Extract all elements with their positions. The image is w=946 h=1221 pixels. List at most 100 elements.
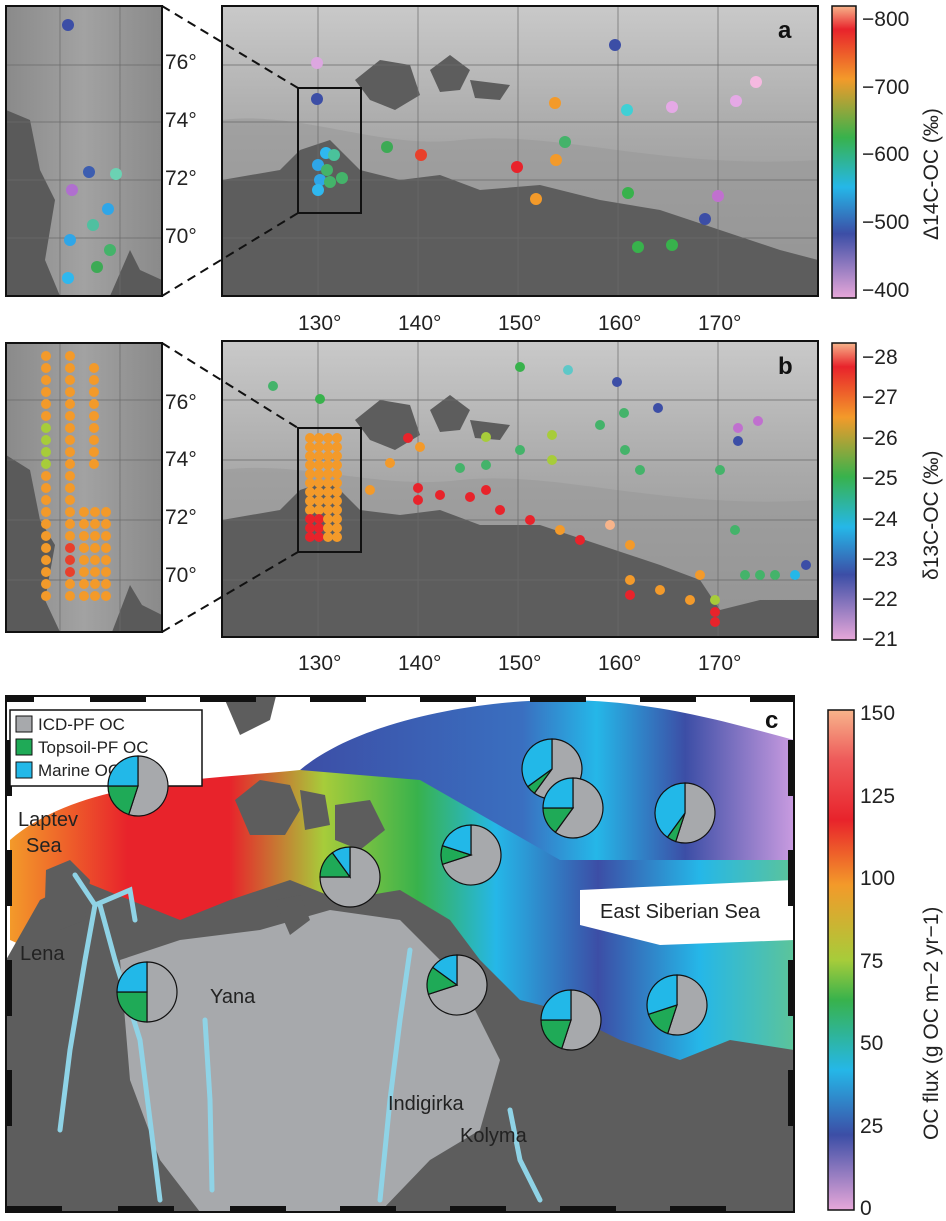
sample-dot: [41, 519, 51, 529]
panel-c-colorbar-tick: 50: [860, 1032, 883, 1055]
sample-dot: [41, 567, 51, 577]
pie-slice-marine: [107, 755, 139, 787]
sample-dot: [41, 411, 51, 421]
sample-dot: [730, 95, 742, 107]
sample-dot: [91, 261, 103, 273]
sample-dot: [515, 362, 525, 372]
sample-dot: [495, 505, 505, 515]
sample-dot: [65, 387, 75, 397]
sample-dot: [41, 459, 51, 469]
sample-dot: [323, 460, 333, 470]
sample-dot: [621, 104, 633, 116]
sample-dot: [41, 363, 51, 373]
sample-dot: [465, 492, 475, 502]
sample-dot: [328, 149, 340, 161]
sample-dot: [770, 570, 780, 580]
sample-dot: [314, 460, 324, 470]
sample-dot: [666, 239, 678, 251]
sample-dot: [65, 543, 75, 553]
sample-dot: [65, 375, 75, 385]
sample-dot: [336, 172, 348, 184]
pie-slice-marine: [521, 738, 553, 788]
sample-dot: [101, 531, 111, 541]
panel-b-lat-tick: 72°: [165, 506, 197, 529]
sample-dot: [324, 176, 336, 188]
panel-c-colorbar-tick: 100: [860, 867, 895, 890]
sample-dot: [314, 532, 324, 542]
sample-dot: [750, 76, 762, 88]
sample-dot: [101, 543, 111, 553]
sample-dot: [90, 543, 100, 553]
sample-dot: [79, 579, 89, 589]
pie-slice-marine: [331, 846, 351, 879]
sample-dot: [65, 363, 75, 373]
legend-swatch-marine: [15, 761, 33, 779]
sample-dot: [305, 478, 315, 488]
sample-dot: [620, 445, 630, 455]
sample-dot: [79, 507, 89, 517]
panel-b-colorbar: [831, 342, 857, 641]
sample-dot: [323, 532, 333, 542]
sample-dot: [323, 496, 333, 506]
sample-dot: [41, 471, 51, 481]
pie-slice-icd: [146, 961, 178, 1023]
sample-dot: [305, 451, 315, 461]
panel-b-colorbar-tick: −26: [862, 427, 898, 450]
sample-dot: [41, 507, 51, 517]
sample-dot: [65, 459, 75, 469]
sample-dot: [65, 423, 75, 433]
sample-dot: [79, 543, 89, 553]
sample-dot: [385, 458, 395, 468]
pie-slice-marine: [431, 954, 458, 987]
panel-a-lat-tick: 76°: [165, 51, 197, 74]
sample-dot: [595, 420, 605, 430]
sample-dot: [733, 423, 743, 433]
panel-c-frame-ticks: [6, 696, 794, 1212]
sample-dot: [625, 590, 635, 600]
sample-dot: [101, 507, 111, 517]
sample-dot: [625, 540, 635, 550]
pie-slice-icd: [319, 846, 381, 908]
panel-b-sample-dots: [41, 351, 811, 627]
panel-c-colorbar: [827, 709, 855, 1211]
sample-dot: [101, 579, 111, 589]
sample-dot: [323, 442, 333, 452]
sample-dot: [753, 416, 763, 426]
sample-dot: [710, 607, 720, 617]
sample-dot: [90, 567, 100, 577]
sample-dot: [715, 465, 725, 475]
sample-dot: [575, 535, 585, 545]
sample-dot: [511, 161, 523, 173]
sample-dot: [666, 101, 678, 113]
sample-dot: [740, 570, 750, 580]
sample-dot: [101, 519, 111, 529]
sample-dot: [332, 460, 342, 470]
sample-dot: [435, 490, 445, 500]
sample-dot: [89, 363, 99, 373]
sample-dot: [314, 514, 324, 524]
sample-dot: [790, 570, 800, 580]
sample-dot: [415, 149, 427, 161]
sample-dot: [65, 579, 75, 589]
sample-dot: [65, 591, 75, 601]
sample-dot: [609, 39, 621, 51]
panel-b: 76° 74° 72° 70° b 130° 140° 150° 1: [5, 340, 943, 675]
sample-dot: [65, 471, 75, 481]
sample-dot: [315, 394, 325, 404]
sample-dot: [685, 595, 695, 605]
sample-dot: [101, 567, 111, 577]
panel-c-legend: ICD-PF OC Topsoil-PF OC Marine OC: [9, 709, 203, 787]
sample-dot: [62, 272, 74, 284]
sample-dot: [625, 575, 635, 585]
panel-a-colorbar-tick: −600: [862, 143, 909, 166]
sample-dot: [89, 375, 99, 385]
sample-dot: [314, 451, 324, 461]
sample-dot: [305, 442, 315, 452]
panel-a-lon-tick: 140°: [398, 312, 441, 335]
pie-slice-marine: [441, 824, 472, 856]
place-east-siberian-sea: East Siberian Sea: [600, 901, 761, 923]
panel-b-lat-tick: 76°: [165, 391, 197, 414]
sample-dot: [65, 435, 75, 445]
panel-c-label: c: [765, 707, 778, 734]
